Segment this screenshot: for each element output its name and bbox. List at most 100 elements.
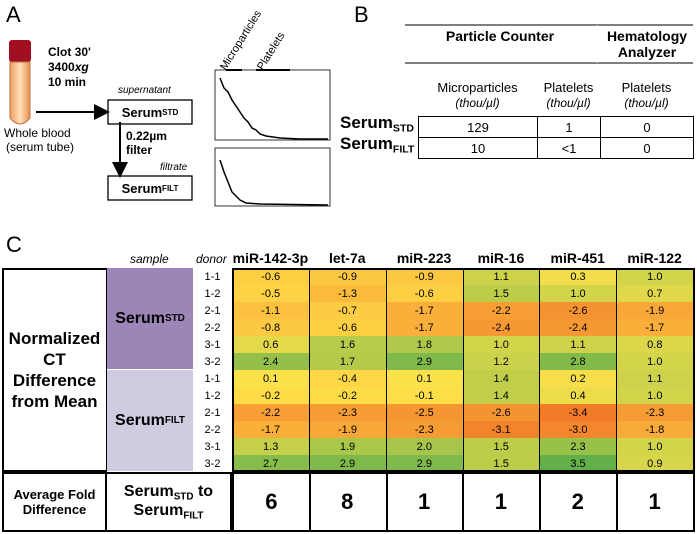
heat-cell: 0.1 — [385, 370, 463, 387]
heat-cell: 2.4 — [232, 353, 310, 370]
divider — [462, 268, 464, 472]
heat-cell: -1.3 — [308, 285, 387, 302]
box — [107, 175, 193, 201]
donor-label: 1-2 — [204, 287, 221, 300]
donor-label: 1-2 — [204, 389, 221, 402]
text-sub: STD — [173, 491, 194, 502]
text-sub: FILT — [162, 183, 179, 193]
heat-cell: -1.1 — [232, 302, 310, 319]
heat-cell: 1.5 — [462, 455, 540, 472]
time-text: 10 min — [48, 75, 87, 89]
table-cell: 10 — [418, 137, 538, 159]
donor-label: 2-1 — [204, 406, 221, 419]
heat-cell: -0.9 — [385, 268, 463, 285]
heat-cell: -1.7 — [616, 319, 694, 336]
heat-cell: -1.7 — [232, 421, 310, 438]
column-header: let-7a — [328, 250, 366, 266]
filter-text: filter — [126, 143, 153, 157]
heat-cell: -0.1 — [385, 387, 463, 404]
heat-cell: 1.5 — [462, 438, 540, 455]
row-title-line: from Mean — [11, 392, 98, 411]
heat-cell: -2.3 — [385, 421, 463, 438]
source-text: (serum tube) — [6, 140, 75, 154]
panel-label: B — [354, 2, 369, 27]
row-label: SerumSTD — [340, 113, 414, 135]
divider — [616, 268, 618, 472]
heat-cell: -2.6 — [539, 302, 617, 319]
heat-cell: 0.1 — [232, 370, 310, 387]
heat-cell: 2.0 — [385, 438, 463, 455]
heat-cell: 0.7 — [616, 285, 694, 302]
panel-label: A — [6, 2, 21, 27]
column-header: miR-223 — [396, 250, 452, 266]
donor-label: 1-1 — [204, 372, 221, 385]
text-main: Serum — [340, 113, 393, 132]
sample-label: Serum STD — [107, 268, 193, 370]
column-header: Platelets — [621, 80, 672, 95]
text-main: Serum — [123, 482, 174, 500]
box-label: Serum FILT — [108, 176, 192, 200]
heat-cell: 1.0 — [616, 438, 694, 455]
box-label: Serum STD — [108, 100, 192, 124]
tube-body — [9, 61, 31, 125]
column-header: miR-142-3p — [232, 250, 309, 266]
text-main: Serum — [115, 309, 165, 327]
heat-cell: -0.5 — [232, 285, 310, 302]
donor-label: 3-2 — [204, 457, 221, 470]
heat-cell: 1.2 — [462, 353, 540, 370]
text-main: Serum — [340, 134, 393, 153]
text-sub: STD — [164, 313, 185, 324]
heat-cell: 1.1 — [539, 336, 617, 353]
text-main: Serum — [133, 502, 184, 519]
table-cell: 0 — [600, 116, 694, 138]
heat-cell: 2.9 — [385, 455, 463, 472]
fold-value: 2 — [539, 472, 619, 532]
text-main: Serum — [115, 411, 165, 429]
heat-cell: -0.9 — [308, 268, 387, 285]
footer-title: Average Fold Difference — [2, 472, 107, 532]
frame — [2, 268, 107, 472]
heat-cell: -3.0 — [539, 421, 617, 438]
heat-cell: 1.0 — [539, 285, 617, 302]
heat-cell: -0.6 — [385, 285, 463, 302]
heat-cell: -2.5 — [385, 404, 463, 421]
heat-cell: -3.4 — [539, 404, 617, 421]
panel-label: C — [6, 232, 22, 257]
text-main: 3400 — [48, 60, 75, 74]
text-sub: FILT — [183, 510, 204, 522]
heat-cell: -1.7 — [385, 302, 463, 319]
heat-cell: 1.3 — [232, 438, 310, 455]
row-label: SerumFILT — [340, 134, 414, 156]
heat-cell: -2.4 — [539, 319, 617, 336]
heat-cell: 1.0 — [616, 353, 694, 370]
heat-cell: 1.1 — [462, 268, 540, 285]
heat-cell: -2.4 — [462, 319, 540, 336]
column-header: miR-451 — [550, 250, 605, 266]
clot-text: Clot 30' — [48, 45, 91, 59]
heat-cell: -1.8 — [616, 421, 694, 438]
row-title-line: Difference — [12, 371, 97, 390]
heat-cell: -0.4 — [308, 370, 387, 387]
fold-value: 8 — [308, 472, 388, 532]
row-title-line: CT — [43, 350, 66, 369]
heat-cell: -0.7 — [308, 302, 387, 319]
text-sub: STD — [162, 107, 179, 117]
box — [107, 99, 193, 125]
heat-cell: -1.7 — [385, 319, 463, 336]
text-main: Serum — [121, 180, 163, 196]
sample-header: sample — [130, 252, 169, 266]
column-header: Microparticles — [437, 80, 518, 95]
heat-cell: 0.3 — [539, 268, 617, 285]
donor-header: donor — [196, 252, 227, 266]
heat-cell: 0.6 — [232, 336, 310, 353]
source-text: Whole blood — [4, 126, 71, 140]
text-unit: xg — [74, 60, 89, 74]
heat-cell: -2.3 — [616, 404, 694, 421]
donor-label: 2-1 — [204, 304, 221, 317]
text-sub: FILT — [392, 143, 415, 156]
filtrate-text: filtrate — [160, 162, 188, 173]
frame — [232, 268, 695, 472]
heat-cell: 1.0 — [462, 336, 540, 353]
column-unit: (thou/µl) — [624, 96, 669, 110]
